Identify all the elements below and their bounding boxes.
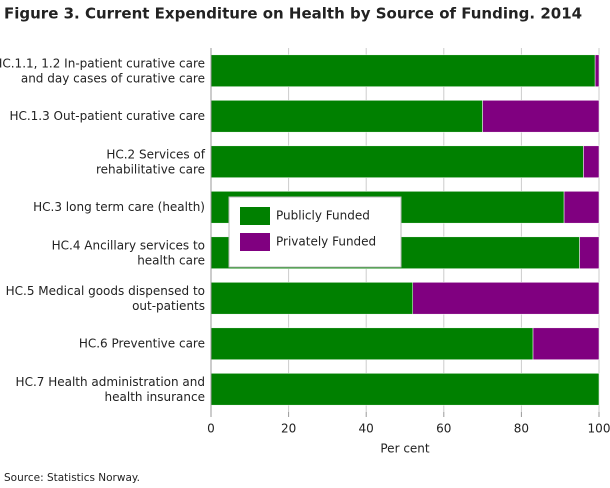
x-tick-label: 0 (207, 422, 215, 436)
y-tick-label: HC.7 Health administration and health ins… (16, 374, 205, 403)
x-tick-label: 40 (359, 422, 374, 436)
legend-label: Publicly Funded (276, 209, 370, 223)
x-tick-label: 100 (588, 422, 610, 436)
legend: Publicly Funded Privately Funded (228, 196, 402, 268)
x-tick-label: 20 (281, 422, 296, 436)
chart-title: Figure 3. Current Expenditure on Health … (4, 5, 582, 23)
x-tick-label: 60 (436, 422, 451, 436)
bar-segment (210, 54, 596, 87)
x-tick-label: 80 (514, 422, 529, 436)
bar-segment (579, 236, 600, 269)
source: Source: Statistics Norway. (4, 472, 140, 484)
bar-segment (563, 191, 600, 224)
x-axis-label: Per cent (380, 442, 430, 456)
legend-swatch (240, 207, 270, 225)
bar-segment (532, 327, 600, 360)
y-tick-label: HC.2 Services of rehabilitative care (96, 147, 206, 176)
y-tick-label: HC.1.3 Out-patient curative care (9, 109, 205, 123)
bar-segment (583, 145, 600, 178)
bar-segment (210, 282, 414, 315)
bar-segment (210, 327, 534, 360)
legend-swatch (240, 233, 270, 251)
legend-label: Privately Funded (276, 235, 376, 249)
bar-segment (594, 54, 600, 87)
y-tick-label: HC.3 long term care (health) (33, 200, 205, 214)
y-tick-label: HC.6 Preventive care (79, 336, 205, 350)
bar-segment (210, 145, 584, 178)
bar-segment (412, 282, 600, 315)
bar-segment (210, 373, 600, 406)
y-tick-label: HC.1.1, 1.2 In-patient curative care and … (0, 56, 205, 85)
bar-segment (482, 100, 600, 133)
y-tick-label: HC.4 Ancillary services to health care (52, 238, 205, 267)
bar-segment (210, 100, 483, 133)
y-tick-label: HC.5 Medical goods dispensed to out-patie… (6, 283, 205, 312)
